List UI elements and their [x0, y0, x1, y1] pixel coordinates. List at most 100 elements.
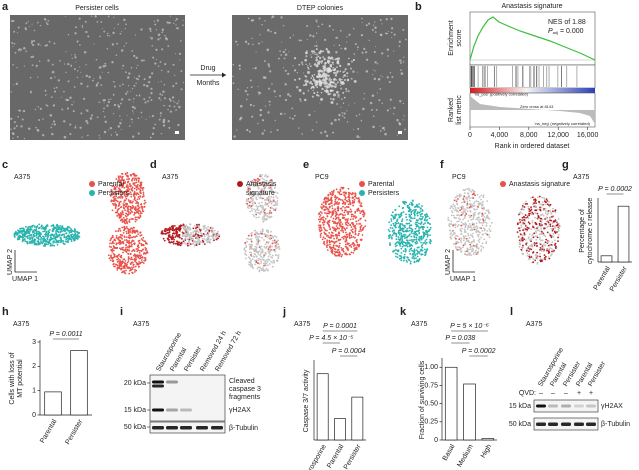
speckle	[80, 82, 83, 85]
cell	[478, 220, 481, 223]
cell	[488, 218, 491, 220]
legend-dot	[89, 190, 95, 196]
speckle	[65, 98, 68, 102]
speckle	[171, 96, 175, 99]
cell	[329, 236, 332, 239]
cell	[269, 253, 272, 256]
speckle	[298, 63, 301, 66]
speckle	[167, 120, 170, 123]
cell	[357, 219, 360, 222]
speckle	[130, 99, 132, 101]
cell	[416, 242, 419, 244]
cell	[338, 251, 341, 253]
speckle	[386, 48, 390, 51]
speckle	[332, 69, 335, 72]
speckle	[134, 34, 137, 36]
speckle	[313, 91, 316, 95]
speckle	[232, 75, 234, 78]
speckle	[318, 79, 321, 83]
speckle	[180, 88, 183, 91]
cell	[123, 204, 126, 206]
cell	[413, 213, 416, 216]
speckle	[149, 136, 152, 139]
speckle	[154, 23, 157, 26]
cell	[359, 226, 362, 229]
cell	[135, 181, 138, 184]
cell	[74, 230, 77, 233]
cell	[19, 227, 22, 230]
speckle	[310, 54, 312, 56]
speckle	[331, 61, 334, 64]
cell	[63, 236, 66, 239]
cell	[133, 174, 136, 177]
cell	[203, 238, 206, 240]
speckle	[13, 42, 16, 45]
cell	[399, 227, 402, 230]
speckle	[63, 120, 66, 123]
speckle	[400, 62, 402, 64]
speckle	[160, 132, 163, 135]
speckle	[280, 54, 283, 56]
cell	[450, 214, 453, 217]
cell	[459, 239, 462, 242]
cell	[457, 241, 460, 244]
cell	[126, 222, 128, 225]
cell	[323, 205, 326, 208]
cell	[551, 229, 554, 232]
cell	[117, 205, 120, 208]
cell	[468, 195, 470, 197]
cell	[333, 222, 335, 225]
speckle	[37, 43, 40, 46]
cell	[113, 200, 115, 203]
speckle	[279, 112, 283, 116]
speckle	[284, 98, 288, 102]
cell	[479, 231, 481, 234]
cell	[324, 217, 327, 220]
cell	[119, 243, 121, 246]
cell	[119, 180, 122, 183]
speckle	[341, 83, 344, 85]
cell	[114, 188, 117, 190]
speckle	[339, 70, 342, 73]
band	[166, 380, 178, 384]
cell	[330, 216, 333, 218]
speckle	[152, 126, 155, 130]
speckle	[338, 64, 342, 68]
speckle	[97, 82, 100, 84]
cell	[456, 248, 459, 251]
cell	[335, 225, 338, 227]
cell	[129, 258, 132, 261]
speckle	[168, 105, 171, 108]
cell	[400, 234, 403, 236]
cell	[329, 243, 331, 246]
cell	[455, 241, 458, 244]
speckle	[374, 31, 377, 34]
cell	[188, 244, 191, 247]
cell	[402, 202, 405, 204]
speckle	[50, 126, 53, 129]
cell	[191, 240, 194, 242]
cell	[477, 230, 480, 233]
cell	[263, 264, 265, 267]
cell	[123, 218, 126, 221]
speckle	[81, 136, 83, 138]
cell	[415, 236, 418, 239]
cell	[128, 244, 131, 247]
cell	[413, 251, 416, 254]
cell	[258, 202, 260, 205]
cell	[467, 253, 470, 256]
cell	[472, 202, 475, 205]
cell	[391, 237, 393, 240]
cell	[362, 210, 365, 213]
cell	[488, 228, 491, 231]
speckle	[315, 53, 319, 56]
cell	[337, 254, 340, 256]
cell	[57, 230, 59, 233]
speckle	[232, 63, 235, 66]
cell	[541, 201, 544, 203]
cell	[137, 196, 140, 198]
cell	[407, 206, 410, 209]
speckle	[296, 72, 299, 74]
cell	[136, 254, 139, 257]
speckle	[130, 90, 132, 92]
